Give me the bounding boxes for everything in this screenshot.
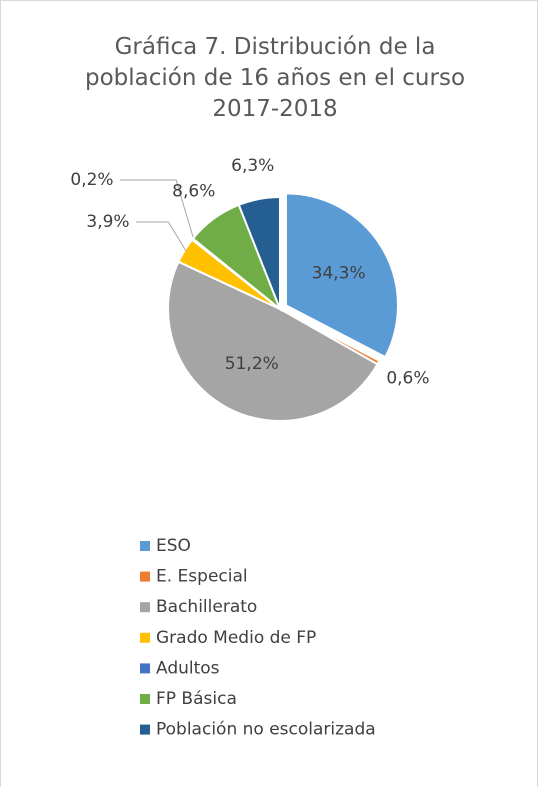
data-label: 51,2% (225, 354, 279, 374)
legend-label: E. Especial (156, 567, 248, 587)
pie-slice (237, 195, 281, 310)
data-label: 3,9% (86, 212, 129, 232)
legend-swatch (140, 694, 150, 704)
chart-title: Gráfica 7. Distribución de la población … (84, 34, 466, 122)
legend-label: FP Básica (156, 689, 237, 709)
legend-label: ESO (156, 536, 191, 556)
leader-line (120, 179, 195, 241)
data-label: 0,2% (70, 170, 113, 190)
data-label: 0,6% (386, 369, 429, 389)
legend-label: Población no escolarizada (156, 720, 376, 740)
data-label: 8,6% (172, 182, 215, 202)
pie-slice (167, 260, 379, 422)
leader-line (136, 221, 187, 252)
legend-swatch (140, 541, 150, 551)
legend-label: Grado Medio de FP (156, 628, 316, 648)
data-label: 34,3% (312, 263, 366, 283)
legend-label: Adultos (156, 658, 220, 678)
legend-swatch (140, 602, 150, 613)
legend-swatch (140, 724, 150, 735)
data-label: 6,3% (231, 156, 274, 176)
pie-slice (284, 192, 399, 359)
legend-swatch (140, 632, 150, 643)
legend-swatch (140, 663, 150, 674)
legend-swatch (140, 571, 150, 582)
legend-label: Bachillerato (156, 597, 257, 617)
